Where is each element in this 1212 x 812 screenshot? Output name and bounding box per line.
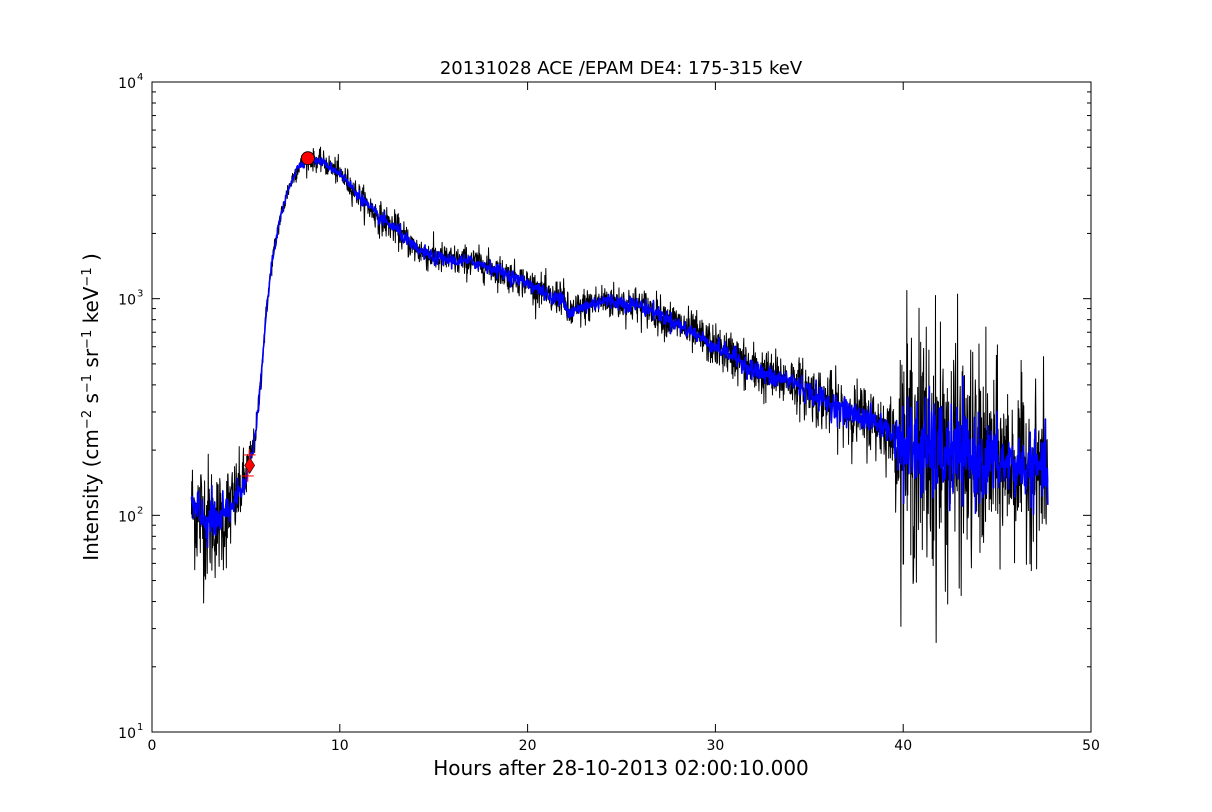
plot-frame <box>151 81 1092 733</box>
x-tick-label: 10 <box>331 738 349 754</box>
peak-marker <box>300 151 315 166</box>
x-tick-label: 50 <box>1082 738 1100 754</box>
x-tick-label: 40 <box>894 738 912 754</box>
y-tick-label-exponent: 1 <box>137 722 143 733</box>
y-tick-label: 10 <box>118 76 136 92</box>
onset-plus-marker <box>243 448 256 461</box>
y-tick-label: 10 <box>118 509 136 525</box>
y-tick-label-exponent: 4 <box>137 72 143 83</box>
y-tick-label-exponent: 2 <box>137 505 143 516</box>
x-tick-label: 20 <box>519 738 537 754</box>
x-tick-label: 30 <box>706 738 724 754</box>
y-tick-label: 10 <box>118 293 136 309</box>
y-tick-label-exponent: 3 <box>137 289 143 300</box>
x-axis-label: Hours after 28-10-2013 02:00:10.000 <box>433 756 809 780</box>
x-tick-label: 0 <box>148 738 157 754</box>
y-axis-label: Intensity (cm−2 s−1 sr−1 keV−1 ) <box>79 253 103 561</box>
chart-title: 20131028 ACE /EPAM DE4: 175-315 keV <box>440 58 803 79</box>
series-line-smoothed <box>190 155 1049 549</box>
y-tick-label: 10 <box>118 726 136 742</box>
onset-plus-marker <box>241 469 254 482</box>
onset-marker <box>244 456 256 474</box>
